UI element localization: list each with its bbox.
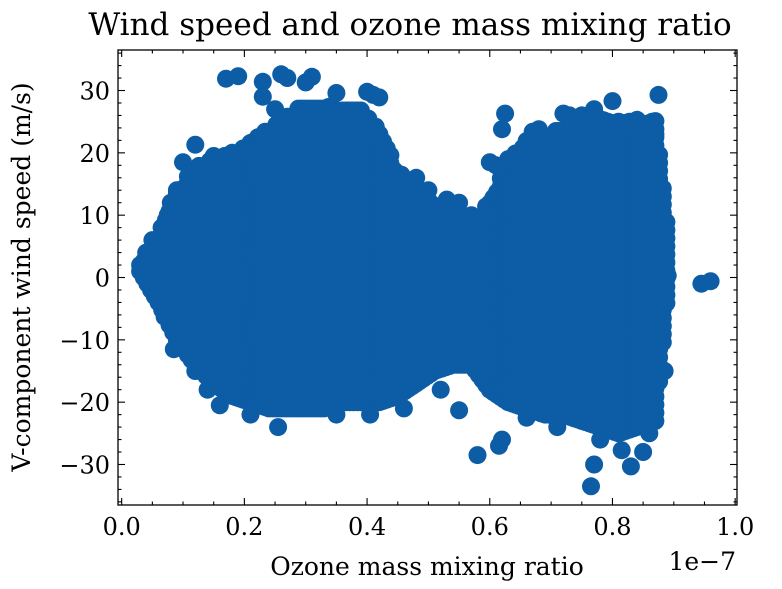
scatter-point-dense [650, 145, 669, 164]
scatter-point [529, 120, 548, 139]
scatter-point [327, 84, 346, 102]
scatter-point [585, 100, 604, 119]
scatter-point [388, 164, 407, 183]
scatter-point [327, 405, 346, 424]
x-tick-label: 0.4 [348, 513, 386, 541]
scatter-point [431, 380, 450, 399]
scatter-point [361, 405, 380, 424]
scatter-point [652, 206, 671, 225]
x-tick-label: 1.0 [716, 513, 754, 541]
x-tick-label: 0.2 [225, 513, 263, 541]
scatter-point [186, 135, 205, 154]
scatter-point [493, 430, 511, 449]
scatter-point [658, 266, 677, 285]
scatter-point [468, 446, 487, 465]
scatter-point [585, 455, 604, 474]
y-tick-label: −20 [59, 389, 110, 417]
scatter-point-dense [381, 146, 400, 165]
x-tick-label: 0.8 [593, 513, 631, 541]
scatter-point [582, 477, 600, 496]
x-tick-label: 0.6 [471, 513, 509, 541]
scatter-point [333, 106, 352, 125]
scatter-point [511, 162, 530, 181]
scatter-point [278, 69, 297, 87]
scatter-point [315, 106, 334, 125]
scatter-point [210, 396, 229, 415]
scatter-point [266, 100, 285, 119]
scatter-point [302, 67, 321, 86]
x-axis-offset-label: 1e−7 [668, 547, 736, 576]
scatter-point [370, 88, 389, 107]
scatter-point [140, 265, 159, 284]
scatter-point [655, 362, 674, 380]
y-tick-label: 30 [79, 78, 110, 106]
scatter-point-dense [653, 179, 672, 198]
scatter-point [640, 424, 659, 443]
scatter-point [149, 281, 168, 299]
x-tick-label: 0.0 [103, 513, 141, 541]
scatter-point [450, 401, 469, 420]
scatter-point [174, 324, 192, 343]
scatter-point [486, 156, 505, 175]
scatter-point [241, 405, 260, 424]
scatter-point [204, 147, 223, 165]
y-tick-label: 0 [95, 265, 110, 293]
scatter-point [174, 153, 192, 172]
scatter-point [646, 125, 665, 144]
y-tick-label: 10 [79, 202, 110, 230]
scatter-point [164, 340, 183, 359]
scatter-point [229, 67, 248, 86]
scatter-point [167, 181, 186, 200]
scatter-point [259, 386, 278, 405]
scatter-point [612, 441, 631, 460]
scatter-point [649, 85, 668, 104]
y-tick-label: −30 [59, 451, 110, 479]
scatter-point [155, 307, 174, 326]
scatter-point [603, 92, 622, 111]
scatter-point [634, 443, 653, 461]
y-tick-label: −10 [59, 327, 110, 355]
scatter-point [701, 272, 720, 291]
scatter-point [496, 104, 515, 123]
scatter-point [186, 362, 205, 380]
scatter-point [269, 418, 288, 437]
scatter-point [370, 125, 389, 144]
scatter-point [394, 399, 413, 418]
scatter-point [419, 181, 438, 200]
scatter-point [235, 143, 254, 162]
scatter-point [198, 380, 217, 399]
plot-area [131, 65, 720, 496]
scatter-point [628, 110, 646, 129]
y-tick-label: 20 [79, 140, 110, 168]
scatter-point [462, 206, 481, 225]
scatter-point [493, 120, 511, 139]
y-axis-label: V-component wind speed (m/s) [7, 82, 36, 472]
x-axis-label: Ozone mass mixing ratio [270, 552, 584, 581]
scatter-point [517, 408, 536, 427]
scatter-point [548, 418, 567, 437]
scatter-point [542, 156, 561, 175]
scatter-point [597, 418, 616, 437]
chart-title: Wind speed and ozone mass mixing ratio [88, 7, 731, 43]
scatter-point [621, 457, 640, 476]
